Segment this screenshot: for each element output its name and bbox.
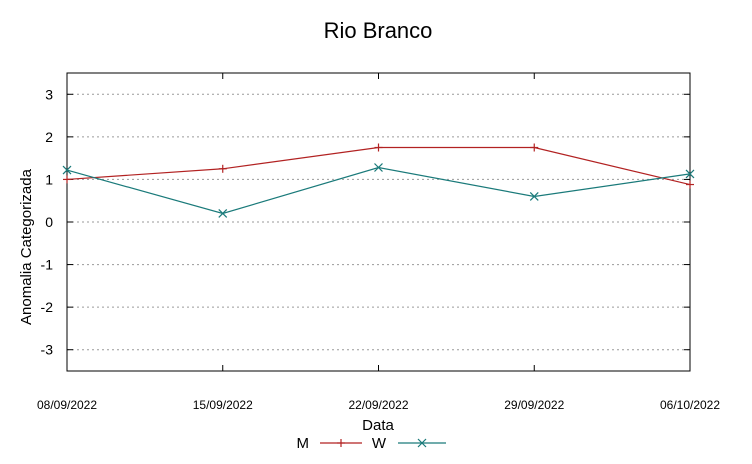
data-point-m [218,164,227,173]
x-tick-label: 22/09/2022 [348,398,408,412]
chart-title: Rio Branco [324,18,433,43]
y-tick-label: 0 [45,214,53,230]
x-axis-ticks: 08/09/2022 15/09/2022 22/09/2022 29/09/2022… [37,73,720,412]
y-tick-label: -2 [41,299,54,315]
plot-frame [66,72,691,372]
x-tick-label: 15/09/2022 [193,398,253,412]
series-line-w [66,166,691,215]
data-point-w [374,163,383,172]
data-point-m [63,175,71,184]
data-point-w [685,169,695,179]
data-point-w [529,192,539,201]
y-tick-label: -1 [41,257,54,273]
legend-label-w: W [372,435,387,452]
y-axis-ticks: 3 2 1 0 -1 -2 -3 [41,86,690,358]
grid [67,93,690,351]
legend-label-m: M [297,435,310,452]
x-tick-label: 29/09/2022 [504,398,564,412]
y-tick-label: 3 [45,86,53,102]
legend-marker-w [417,438,427,448]
y-tick-label: 2 [45,129,53,145]
y-tick-label: 1 [45,171,53,187]
data-point-m [686,180,694,189]
data-point-w [62,165,72,175]
y-axis-label: Anomalia Categorizada [18,168,35,325]
data-point-m [530,143,539,152]
y-tick-label: -3 [41,342,54,358]
x-tick-label: 08/09/2022 [37,398,97,412]
data-point-m [374,143,383,152]
data-point-w [218,209,228,218]
series [62,143,695,218]
legend-marker-m [337,439,345,447]
x-tick-label: 06/10/2022 [660,398,720,412]
x-axis-label: Data [362,417,394,434]
